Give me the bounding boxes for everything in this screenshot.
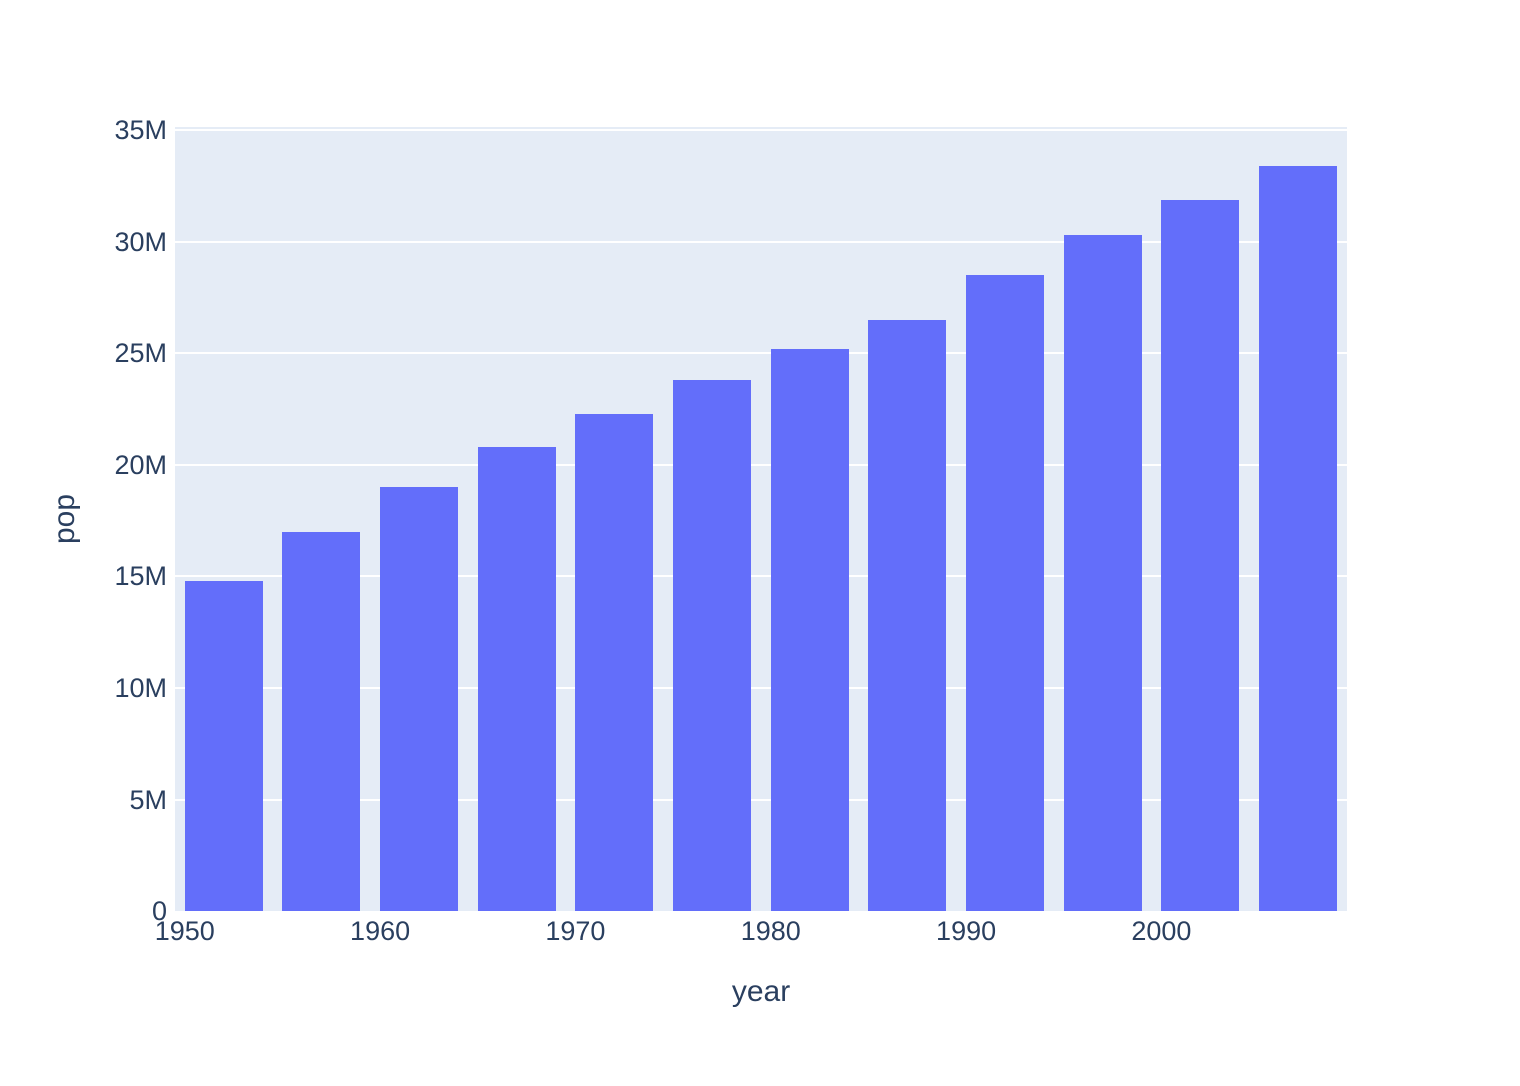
bar-1962[interactable] bbox=[380, 487, 459, 911]
bar-1952[interactable] bbox=[184, 580, 263, 911]
y-tick-label: 5M bbox=[129, 784, 167, 815]
y-tick-label: 15M bbox=[114, 561, 167, 592]
y-gridline bbox=[175, 463, 1347, 466]
y-tick-label: 30M bbox=[114, 226, 167, 257]
x-tick-label: 1980 bbox=[740, 916, 801, 946]
x-tick-label: 1970 bbox=[545, 916, 606, 946]
y-tick-label: 0 bbox=[151, 896, 167, 926]
y-tick-label: 10M bbox=[114, 673, 167, 703]
x-tick-label: 2000 bbox=[1131, 916, 1192, 946]
y-axis-title: pop bbox=[48, 493, 81, 545]
y-gridline bbox=[175, 240, 1347, 243]
bar-1997[interactable] bbox=[1063, 235, 1142, 911]
bar-2002[interactable] bbox=[1161, 199, 1240, 911]
y-tick-label: 25M bbox=[114, 338, 167, 369]
y-tick-label: 35M bbox=[114, 115, 167, 146]
bar-1982[interactable] bbox=[770, 348, 849, 911]
x-tick-label: 1960 bbox=[350, 916, 411, 946]
y-gridline bbox=[175, 798, 1347, 801]
y-gridline bbox=[175, 575, 1347, 578]
bar-2007[interactable] bbox=[1259, 166, 1338, 911]
y-tick-label: 20M bbox=[114, 449, 167, 480]
bar-1992[interactable] bbox=[966, 275, 1045, 911]
y-gridline bbox=[175, 129, 1347, 132]
bar-1957[interactable] bbox=[282, 531, 361, 911]
x-tick-label: 1990 bbox=[936, 916, 997, 946]
plot-area bbox=[175, 127, 1347, 911]
bar-1967[interactable] bbox=[477, 447, 556, 911]
bar-1972[interactable] bbox=[575, 413, 654, 911]
y-gridline bbox=[175, 352, 1347, 355]
x-tick-label: 1950 bbox=[154, 916, 215, 946]
bar-1987[interactable] bbox=[868, 319, 947, 911]
y-gridline bbox=[175, 687, 1347, 689]
x-axis-title: year bbox=[731, 975, 791, 1008]
bar-1977[interactable] bbox=[673, 380, 752, 911]
